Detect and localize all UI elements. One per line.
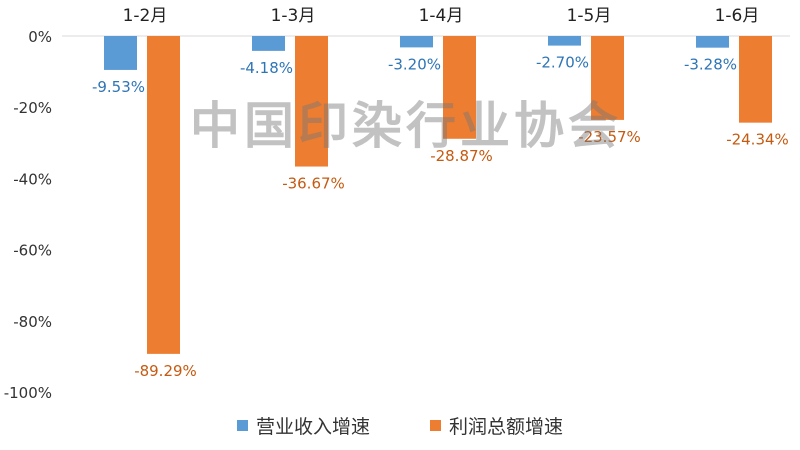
bar-revenue (252, 36, 285, 51)
bar-profit (739, 36, 772, 123)
x-category-label: 1-5月 (567, 6, 612, 26)
data-label-profit: -89.29% (134, 362, 197, 380)
bar-revenue (104, 36, 137, 70)
bar-profit (295, 36, 328, 167)
bar-revenue (548, 36, 581, 46)
y-tick-label: -40% (13, 170, 52, 188)
y-tick-label: -100% (4, 384, 52, 402)
data-label-profit: -36.67% (282, 175, 345, 193)
y-tick-label: -20% (13, 99, 52, 117)
bar-profit (147, 36, 180, 354)
legend-label-revenue: 营业收入增速 (255, 416, 370, 438)
data-label-profit: -24.34% (726, 131, 789, 149)
x-category-label: 1-3月 (271, 6, 316, 26)
data-label-revenue: -9.53% (92, 78, 145, 96)
legend-swatch-revenue (236, 420, 248, 431)
bar-profit (443, 36, 476, 139)
data-label-revenue: -3.20% (388, 55, 441, 73)
data-label-profit: -23.57% (578, 128, 641, 146)
x-category-label: 1-2月 (123, 6, 168, 26)
legend-item-profit: 利润总额增速 (430, 412, 563, 439)
data-label-revenue: -3.28% (684, 56, 737, 74)
x-category-label: 1-6月 (715, 6, 760, 26)
y-tick-label: -60% (13, 242, 52, 260)
bar-revenue (400, 36, 433, 48)
watermark-text: 中国印染行业协会 (190, 97, 622, 155)
y-tick-label: -80% (13, 313, 52, 331)
x-category-label: 1-4月 (419, 6, 464, 26)
data-label-revenue: -4.18% (240, 59, 293, 77)
data-label-revenue: -2.70% (536, 54, 589, 72)
bar-revenue (696, 36, 729, 48)
legend-swatch-profit (430, 420, 441, 431)
legend-label-profit: 利润总额增速 (449, 416, 564, 438)
legend-item-revenue: 营业收入增速 (236, 412, 370, 439)
legend: 营业收入增速 利润总额增速 (0, 412, 800, 439)
data-label-profit: -28.87% (430, 147, 493, 165)
bar-chart: 0% -20% -40% -60% -80% -100% 1-2月 -9.53% -89.29%… (4, 6, 790, 402)
bar-profit (591, 36, 624, 120)
y-tick-label: 0% (28, 28, 52, 46)
